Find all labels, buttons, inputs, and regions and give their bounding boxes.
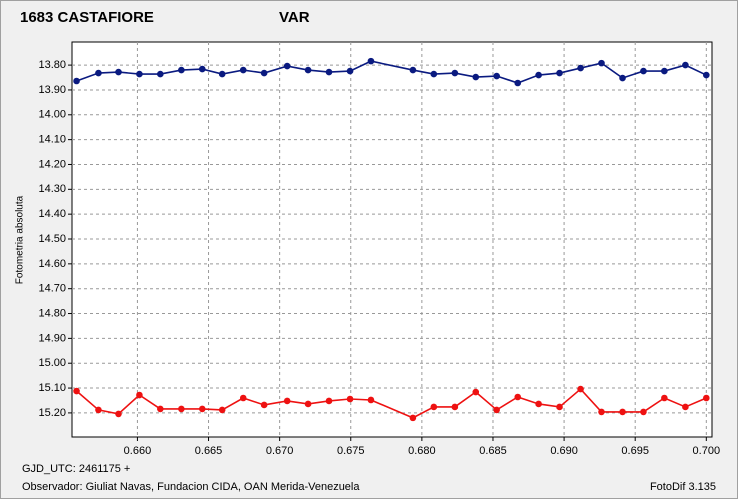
point [577, 64, 584, 72]
point [325, 397, 333, 405]
point [514, 79, 522, 87]
series-title: 1683 CASTAFIORE [20, 9, 154, 26]
point [514, 393, 522, 401]
y-tick-label: 14.60 [38, 258, 66, 270]
point [115, 410, 122, 418]
point [682, 61, 689, 69]
point [640, 408, 647, 416]
point [409, 414, 417, 422]
point [535, 400, 542, 408]
point [178, 66, 185, 74]
y-tick-label: 13.90 [38, 84, 66, 96]
point [493, 72, 500, 80]
point [451, 69, 459, 77]
point [218, 70, 226, 78]
x-tick-label: 0.665 [195, 445, 223, 457]
footer: FotoDif 3.135 [650, 481, 716, 493]
point [451, 403, 459, 411]
point [304, 66, 312, 74]
point [325, 68, 333, 76]
point [136, 391, 143, 399]
y-axis-label: Fotometria absoluta [15, 195, 26, 284]
point [703, 394, 710, 402]
y-tick-label: 14.00 [38, 109, 66, 121]
point [430, 70, 438, 78]
point [260, 401, 268, 409]
point [493, 406, 500, 414]
point [556, 403, 563, 411]
point [95, 406, 102, 414]
point [535, 71, 542, 79]
x-tick-label: 0.690 [550, 445, 578, 457]
x-tick-label: 0.685 [479, 445, 507, 457]
y-tick-label: 14.50 [38, 233, 66, 245]
point [556, 69, 563, 77]
point [682, 403, 689, 411]
point [136, 70, 143, 78]
footer: GJD_UTC: 2461175 + [22, 463, 130, 475]
point [198, 405, 206, 413]
y-tick-label: 14.80 [38, 307, 66, 319]
y-tick-label: 14.70 [38, 283, 66, 295]
point [178, 405, 185, 413]
point [472, 388, 480, 396]
y-tick-label: 13.80 [38, 59, 66, 71]
x-tick-label: 0.660 [124, 445, 152, 457]
series-title: VAR [279, 9, 310, 26]
y-tick-label: 15.00 [38, 357, 66, 369]
point [661, 394, 668, 402]
x-tick-label: 0.695 [621, 445, 649, 457]
footer: Observador: Giuliat Navas, Fundacion CID… [22, 481, 360, 493]
point [283, 397, 291, 405]
point [472, 73, 480, 81]
point [367, 396, 375, 404]
x-tick-label: 0.700 [693, 445, 721, 457]
point [409, 66, 417, 74]
x-tick-label: 0.670 [266, 445, 294, 457]
point [239, 66, 247, 74]
point [157, 405, 164, 413]
y-tick-label: 14.30 [38, 183, 66, 195]
point [283, 62, 291, 70]
point [260, 69, 268, 77]
point [346, 395, 354, 403]
y-tick-label: 14.90 [38, 332, 66, 344]
point [619, 74, 626, 82]
series-line [76, 60, 707, 84]
point [346, 67, 354, 75]
point [430, 403, 438, 411]
point [157, 70, 164, 78]
series-line [76, 387, 707, 419]
y-tick-label: 14.10 [38, 134, 66, 146]
point [73, 387, 80, 395]
point [198, 65, 206, 73]
point [73, 77, 80, 85]
point [367, 57, 375, 65]
point [598, 408, 605, 416]
x-tick-label: 0.675 [337, 445, 365, 457]
point [619, 408, 626, 416]
point [239, 394, 247, 402]
y-tick-label: 14.20 [38, 158, 66, 170]
point [304, 400, 312, 408]
y-tick-label: 15.10 [38, 382, 66, 394]
point [115, 68, 122, 76]
y-tick-label: 15.20 [38, 407, 66, 419]
point [95, 69, 102, 77]
point [218, 406, 226, 414]
point [640, 67, 647, 75]
point [598, 59, 605, 67]
point [661, 67, 668, 75]
point [577, 385, 584, 393]
x-tick-label: 0.680 [408, 445, 436, 457]
point [703, 71, 710, 79]
y-tick-label: 14.40 [38, 208, 66, 220]
